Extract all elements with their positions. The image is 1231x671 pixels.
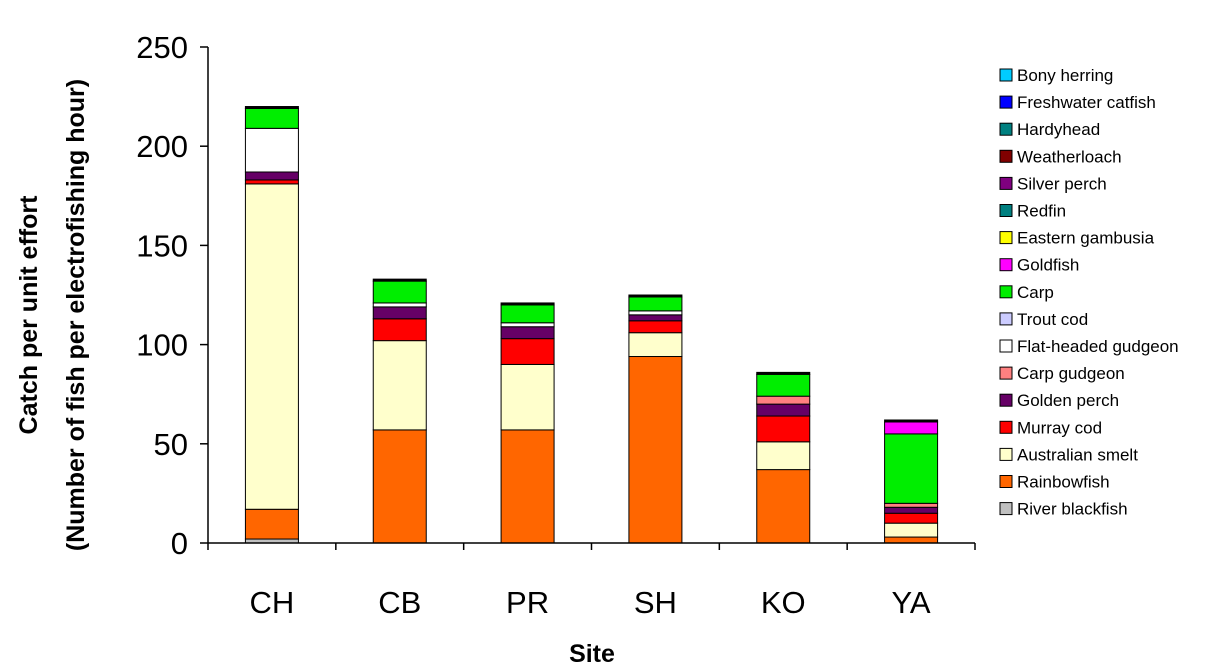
y-tick-label: 50 xyxy=(154,427,188,462)
legend-label: Rainbowfish xyxy=(1017,473,1110,492)
legend-label: Weatherloach xyxy=(1017,147,1122,166)
bar-segment xyxy=(500,326,555,340)
bars-group xyxy=(244,106,939,544)
legend-swatch xyxy=(999,95,1013,109)
legend-swatch xyxy=(999,258,1013,272)
legend-label: Goldfish xyxy=(1017,256,1079,275)
bar-top-cap xyxy=(884,419,939,423)
legend-swatch xyxy=(999,285,1013,299)
bar-segment xyxy=(372,306,427,320)
x-tick-label: KO xyxy=(761,585,806,620)
x-ticks-group: CH CB PR SH KO YA xyxy=(207,543,976,620)
bar-top-cap xyxy=(244,106,299,110)
bar-segment xyxy=(372,429,427,544)
legend-swatch xyxy=(999,122,1013,136)
bar-top-cap xyxy=(500,302,555,306)
bar-segment xyxy=(244,108,299,129)
bar-segment xyxy=(500,363,555,431)
x-axis-title: Site xyxy=(569,640,615,668)
legend-label: Freshwater catfish xyxy=(1017,93,1156,112)
bar-segment xyxy=(884,433,939,504)
bar-segment xyxy=(244,508,299,540)
legend-swatch xyxy=(999,176,1013,190)
legend-swatch xyxy=(999,366,1013,380)
x-tick-label: YA xyxy=(892,585,931,620)
bar-segment xyxy=(628,310,683,316)
bar-segment xyxy=(628,296,683,312)
bar-segment xyxy=(372,280,427,304)
bar-segment xyxy=(884,522,939,538)
legend-label: Australian smelt xyxy=(1017,445,1138,464)
legend-label: Flat-headed gudgeon xyxy=(1017,337,1179,356)
bar-segment xyxy=(628,356,683,544)
bar-segment xyxy=(884,506,939,514)
bar-segment xyxy=(756,415,811,443)
bar-segment xyxy=(244,127,299,173)
bar-segment xyxy=(500,322,555,328)
bar-segment xyxy=(884,502,939,508)
legend-swatch xyxy=(999,420,1013,434)
legend-swatch xyxy=(999,231,1013,245)
y-tick-label: 250 xyxy=(136,30,188,65)
bar-segment xyxy=(756,403,811,417)
legend-label: Golden perch xyxy=(1017,391,1119,410)
bar-segment xyxy=(756,441,811,471)
bar-segment xyxy=(372,340,427,431)
bar-segment xyxy=(884,512,939,524)
bar-top-cap xyxy=(372,278,427,282)
legend-swatch xyxy=(999,339,1013,353)
legend-label: Bony herring xyxy=(1017,66,1113,85)
bar-top-cap xyxy=(756,371,811,375)
x-tick-label: CH xyxy=(250,585,295,620)
legend-label: Hardyhead xyxy=(1017,120,1100,139)
legend-swatch xyxy=(999,502,1013,516)
legend-swatch xyxy=(999,68,1013,82)
legend-label: Silver perch xyxy=(1017,174,1107,193)
bar-segment xyxy=(372,302,427,308)
bar-segment xyxy=(628,314,683,322)
legend-swatch xyxy=(999,447,1013,461)
x-tick-label: CB xyxy=(378,585,421,620)
x-tick-label: SH xyxy=(634,585,677,620)
y-ticks-group: 0 50 100 150 200 250 xyxy=(136,30,208,561)
bar-segment xyxy=(756,395,811,405)
axes-group xyxy=(207,47,975,544)
y-axis-title-line2: (Number of fish per electrofishing hour) xyxy=(62,79,90,551)
legend: Bony herring Freshwater catfish Hardyhead W… xyxy=(999,66,1179,519)
bar-top-cap xyxy=(628,294,683,298)
legend-label: Trout cod xyxy=(1017,310,1088,329)
y-tick-label: 150 xyxy=(136,228,188,263)
legend-label: River blackfish xyxy=(1017,500,1128,519)
legend-label: Carp xyxy=(1017,283,1054,302)
legend-label: Redfin xyxy=(1017,202,1066,221)
legend-swatch xyxy=(999,393,1013,407)
bar-segment xyxy=(500,304,555,324)
legend-label: Eastern gambusia xyxy=(1017,229,1155,248)
bar-segment xyxy=(244,179,299,185)
bar-segment xyxy=(244,171,299,181)
bar-segment xyxy=(372,318,427,342)
bar-segment xyxy=(628,332,683,358)
legend-swatch xyxy=(999,204,1013,217)
legend-swatch xyxy=(999,149,1013,163)
bar-segment xyxy=(628,320,683,334)
bar-segment xyxy=(500,338,555,365)
y-tick-label: 0 xyxy=(171,526,188,561)
bar-segment xyxy=(500,429,555,544)
y-tick-label: 200 xyxy=(136,129,188,164)
x-tick-label: PR xyxy=(506,585,549,620)
legend-swatch xyxy=(999,475,1013,488)
bar-segment xyxy=(756,469,811,544)
bar-segment xyxy=(244,183,299,510)
y-axis-title-line1: Catch per unit effort xyxy=(15,195,43,435)
y-tick-label: 100 xyxy=(136,328,188,363)
bar-segment xyxy=(756,373,811,397)
legend-label: Murray cod xyxy=(1017,418,1102,437)
bar-segment xyxy=(884,421,939,435)
bar-segment xyxy=(884,536,939,544)
legend-swatch xyxy=(999,312,1013,326)
legend-label: Carp gudgeon xyxy=(1017,364,1125,383)
